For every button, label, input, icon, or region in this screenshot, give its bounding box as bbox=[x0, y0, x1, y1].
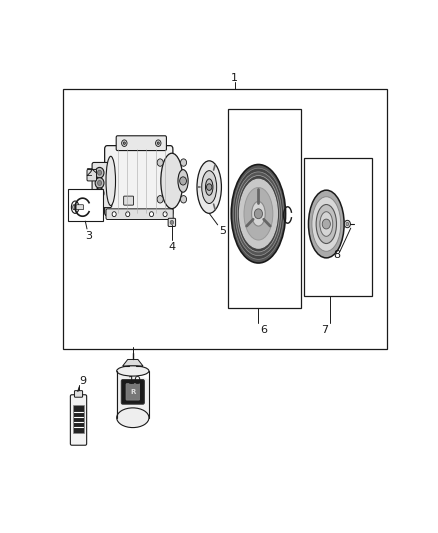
Bar bbox=[63, 88, 387, 349]
Circle shape bbox=[124, 142, 125, 144]
FancyBboxPatch shape bbox=[168, 219, 176, 227]
Ellipse shape bbox=[235, 172, 282, 256]
Circle shape bbox=[180, 177, 187, 185]
Text: 4: 4 bbox=[168, 241, 176, 252]
Circle shape bbox=[95, 177, 104, 188]
Text: 8: 8 bbox=[333, 250, 340, 260]
Text: R: R bbox=[130, 389, 135, 395]
Ellipse shape bbox=[231, 165, 286, 263]
Ellipse shape bbox=[205, 179, 213, 195]
Text: 7: 7 bbox=[321, 325, 328, 335]
Polygon shape bbox=[117, 371, 149, 418]
Circle shape bbox=[157, 142, 159, 144]
Circle shape bbox=[126, 212, 130, 216]
Ellipse shape bbox=[197, 161, 222, 213]
FancyBboxPatch shape bbox=[106, 209, 173, 220]
Bar bbox=[228, 109, 301, 308]
Circle shape bbox=[180, 196, 187, 203]
FancyBboxPatch shape bbox=[71, 395, 87, 445]
Circle shape bbox=[170, 220, 173, 224]
Ellipse shape bbox=[308, 190, 344, 258]
FancyBboxPatch shape bbox=[126, 384, 140, 400]
Ellipse shape bbox=[237, 175, 279, 252]
Circle shape bbox=[346, 222, 349, 225]
Text: 3: 3 bbox=[85, 230, 92, 240]
Circle shape bbox=[149, 212, 154, 216]
Text: 5: 5 bbox=[219, 227, 226, 237]
Text: 10: 10 bbox=[127, 376, 141, 386]
Ellipse shape bbox=[251, 201, 265, 226]
Ellipse shape bbox=[117, 366, 149, 376]
Text: 6: 6 bbox=[260, 325, 267, 335]
Ellipse shape bbox=[244, 188, 273, 240]
Circle shape bbox=[112, 212, 116, 216]
Circle shape bbox=[206, 184, 212, 190]
Circle shape bbox=[155, 140, 161, 147]
Text: 1: 1 bbox=[231, 74, 238, 83]
Ellipse shape bbox=[106, 156, 116, 206]
Ellipse shape bbox=[178, 169, 188, 192]
Ellipse shape bbox=[233, 168, 283, 260]
Circle shape bbox=[122, 140, 127, 147]
Circle shape bbox=[157, 159, 163, 166]
FancyBboxPatch shape bbox=[92, 163, 112, 207]
Circle shape bbox=[95, 188, 104, 199]
Ellipse shape bbox=[117, 408, 149, 427]
Circle shape bbox=[98, 181, 102, 185]
Ellipse shape bbox=[320, 212, 333, 236]
Bar bbox=[67, 189, 103, 221]
Bar bbox=[304, 158, 372, 296]
Circle shape bbox=[95, 167, 104, 178]
Circle shape bbox=[254, 209, 262, 219]
FancyBboxPatch shape bbox=[121, 379, 145, 404]
Text: 9: 9 bbox=[79, 376, 86, 386]
Text: 2: 2 bbox=[85, 168, 92, 177]
FancyBboxPatch shape bbox=[105, 146, 173, 216]
FancyBboxPatch shape bbox=[124, 196, 134, 205]
Ellipse shape bbox=[161, 153, 183, 208]
FancyBboxPatch shape bbox=[116, 136, 166, 150]
Circle shape bbox=[180, 159, 187, 166]
Ellipse shape bbox=[73, 205, 75, 209]
Ellipse shape bbox=[312, 197, 341, 252]
Circle shape bbox=[157, 196, 163, 203]
Circle shape bbox=[98, 170, 102, 175]
Polygon shape bbox=[123, 359, 143, 366]
Circle shape bbox=[344, 220, 350, 228]
Circle shape bbox=[322, 219, 330, 229]
Ellipse shape bbox=[240, 179, 277, 248]
Bar bbox=[74, 405, 84, 433]
FancyBboxPatch shape bbox=[74, 391, 83, 397]
FancyBboxPatch shape bbox=[76, 205, 84, 209]
Ellipse shape bbox=[316, 205, 336, 244]
FancyBboxPatch shape bbox=[87, 169, 96, 181]
Ellipse shape bbox=[202, 171, 217, 204]
Circle shape bbox=[163, 212, 167, 216]
Circle shape bbox=[98, 191, 102, 196]
